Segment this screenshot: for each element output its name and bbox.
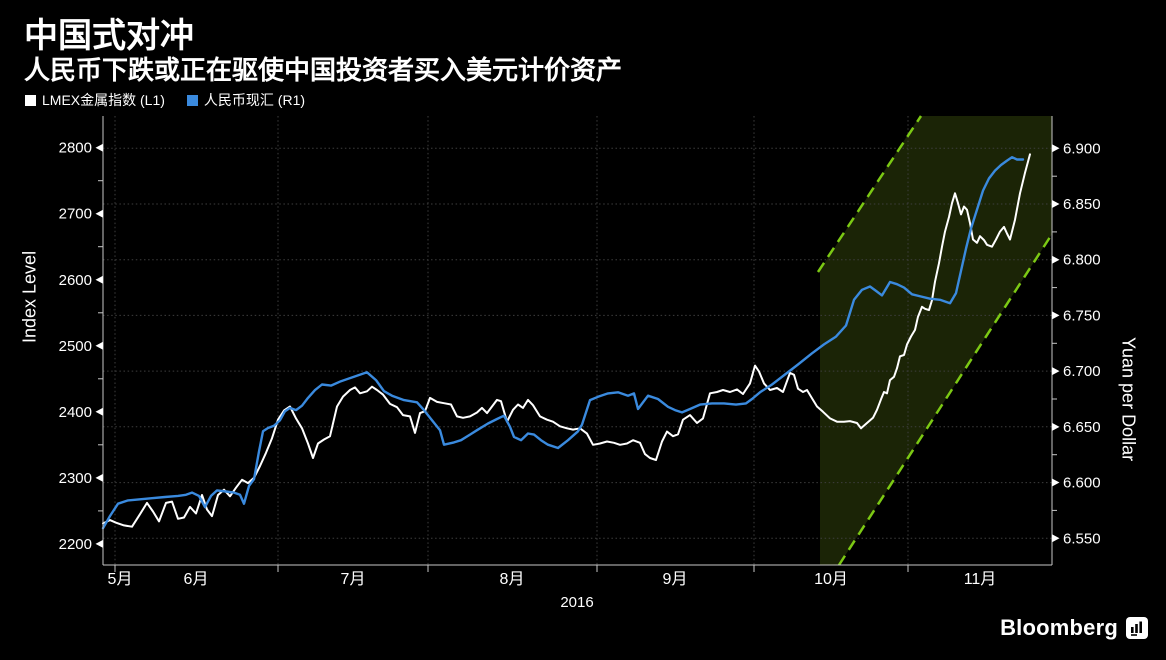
left-axis-tick-marker bbox=[95, 539, 103, 548]
left-axis-tick-label: 2600 bbox=[59, 272, 92, 289]
x-axis-month-label: 7月 bbox=[341, 571, 366, 588]
trend-channel-upper-line bbox=[816, 115, 923, 273]
legend-swatch-lmex-icon bbox=[25, 94, 36, 106]
left-axis-tick-marker bbox=[95, 275, 103, 284]
x-axis-month-label: 8月 bbox=[500, 571, 525, 588]
right-axis-tick-marker bbox=[1052, 311, 1060, 320]
right-axis-tick-label: 6.650 bbox=[1063, 419, 1101, 436]
left-axis-tick-marker bbox=[95, 473, 103, 482]
right-axis-tick-label: 6.850 bbox=[1063, 196, 1101, 213]
left-axis-tick-marker bbox=[95, 143, 103, 152]
right-axis-tick-marker bbox=[1052, 144, 1060, 153]
right-axis-tick-marker bbox=[1052, 367, 1060, 376]
legend-item-lmex: LMEX金属指数 (L1) bbox=[25, 90, 165, 110]
bloomberg-terminal-icon bbox=[1126, 617, 1148, 639]
right-axis-tick-marker bbox=[1052, 255, 1060, 264]
legend-label-lmex: LMEX金属指数 (L1) bbox=[42, 92, 165, 108]
bloomberg-logo-text: Bloomberg bbox=[1000, 615, 1118, 640]
legend-label-cny: 人民币现汇 (R1) bbox=[203, 92, 306, 108]
legend-swatch-cny-icon bbox=[186, 94, 198, 106]
left-axis-tick-label: 2700 bbox=[59, 206, 92, 223]
x-axis-month-label: 9月 bbox=[663, 571, 688, 588]
chart-title: 中国式对冲 bbox=[24, 18, 194, 55]
x-axis-month-label: 6月 bbox=[184, 571, 209, 588]
right-axis-tick-label: 6.750 bbox=[1063, 307, 1101, 324]
right-axis-tick-marker bbox=[1052, 534, 1060, 543]
right-axis-tick-marker bbox=[1052, 200, 1060, 209]
bloomberg-logo: Bloomberg bbox=[1000, 615, 1148, 641]
x-axis-year-label: 2016 bbox=[560, 594, 593, 611]
legend-item-cny: 人民币现汇 (R1) bbox=[186, 90, 306, 110]
right-axis-tick-label: 6.800 bbox=[1063, 252, 1101, 269]
left-axis-tick-marker bbox=[95, 341, 103, 350]
x-axis-month-label: 11月 bbox=[964, 571, 997, 588]
chart-subtitle: 人民币下跌或正在驱使中国投资者买入美元计价资产 bbox=[24, 56, 623, 85]
trend-channel-fill bbox=[820, 116, 1052, 565]
x-axis-month-label: 10月 bbox=[814, 571, 848, 588]
left-axis-tick-label: 2800 bbox=[59, 140, 92, 157]
series-line-cny bbox=[101, 156, 1025, 530]
trend-channel-lower-line bbox=[837, 233, 1054, 566]
left-axis-tick-label: 2500 bbox=[59, 338, 92, 355]
x-axis-month-label: 5月 bbox=[108, 571, 133, 588]
right-axis-tick-label: 6.900 bbox=[1063, 140, 1101, 157]
right-axis-tick-label: 6.550 bbox=[1063, 530, 1101, 547]
right-axis-tick-marker bbox=[1052, 478, 1060, 487]
chart-legend: LMEX金属指数 (L1) 人民币现汇 (R1) bbox=[25, 90, 305, 110]
series-line-lmex bbox=[102, 153, 1031, 528]
left-axis-tick-label: 2400 bbox=[59, 404, 92, 421]
left-axis-tick-marker bbox=[95, 209, 103, 218]
right-axis-tick-marker bbox=[1052, 422, 1060, 431]
right-axis-tick-label: 6.600 bbox=[1063, 475, 1101, 492]
left-axis-tick-label: 2300 bbox=[59, 470, 92, 487]
left-axis-tick-marker bbox=[95, 407, 103, 416]
left-axis-tick-label: 2200 bbox=[59, 536, 92, 553]
right-axis-tick-label: 6.700 bbox=[1063, 363, 1101, 380]
